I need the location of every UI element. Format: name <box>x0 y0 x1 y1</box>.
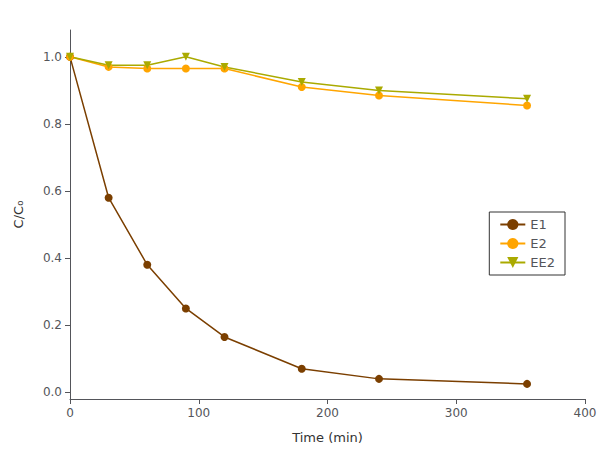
svg-text:0.4: 0.4 <box>43 251 62 265</box>
svg-text:300: 300 <box>445 406 468 420</box>
svg-text:100: 100 <box>187 406 210 420</box>
svg-text:0: 0 <box>66 406 74 420</box>
svg-text:0.6: 0.6 <box>43 184 62 198</box>
svg-text:0.0: 0.0 <box>43 385 62 399</box>
svg-text:0.2: 0.2 <box>43 318 62 332</box>
svg-text:EE2: EE2 <box>530 255 555 270</box>
svg-text:200: 200 <box>316 406 339 420</box>
svg-text:C/C₀: C/C₀ <box>11 201 26 229</box>
svg-text:E1: E1 <box>530 217 547 232</box>
svg-text:1.0: 1.0 <box>43 50 62 64</box>
svg-text:400: 400 <box>574 406 597 420</box>
svg-text:E2: E2 <box>530 236 547 251</box>
svg-text:0.8: 0.8 <box>43 117 62 131</box>
svg-text:Time (min): Time (min) <box>291 430 363 445</box>
